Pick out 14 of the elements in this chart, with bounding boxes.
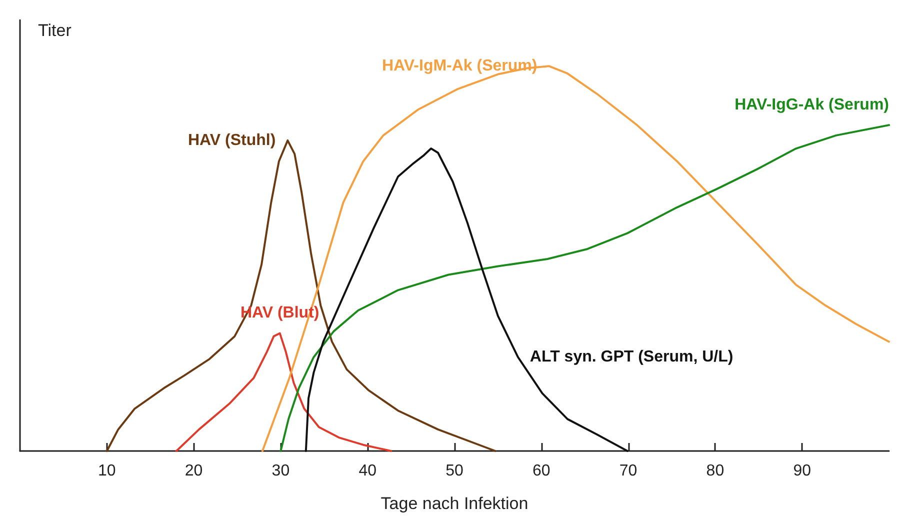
x-tick-label: 90 (793, 462, 812, 480)
x-tick-label: 40 (358, 462, 377, 480)
x-tick-label: 30 (272, 462, 290, 480)
x-axis-title: Tage nach Infektion (380, 494, 528, 513)
x-tick-label: 50 (446, 462, 464, 480)
series-label: ALT syn. GPT (Serum, U/L) (530, 348, 734, 366)
x-tick-label: 70 (619, 462, 638, 480)
x-tick-label: 10 (98, 462, 116, 480)
x-tick-label: 80 (706, 462, 724, 480)
y-axis-title: Titer (38, 21, 72, 40)
series-label: HAV (Stuhl) (188, 132, 276, 149)
series-label: HAV-IgG-Ak (Serum) (734, 96, 889, 114)
x-tick-label: 20 (184, 462, 203, 480)
x-tick-label: 60 (532, 462, 550, 480)
